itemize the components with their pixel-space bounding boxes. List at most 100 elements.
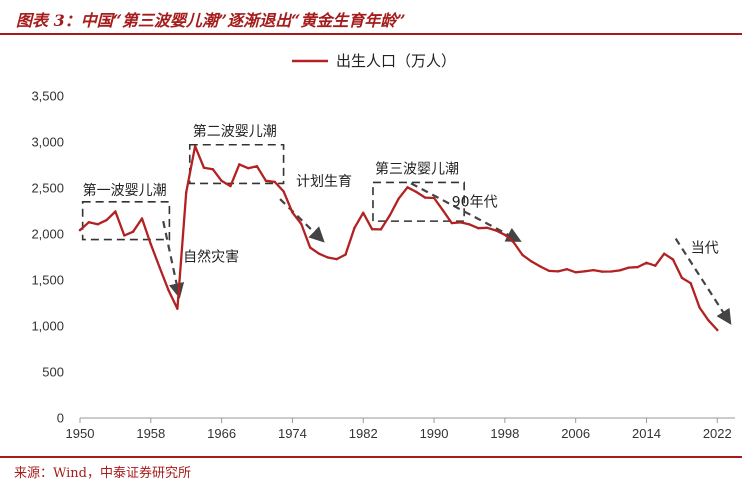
data-point <box>388 214 391 217</box>
data-point <box>149 243 153 246</box>
data-point <box>326 256 330 259</box>
data-point <box>539 265 542 268</box>
data-point <box>353 226 356 230</box>
data-point <box>627 266 630 269</box>
data-point <box>716 328 719 332</box>
data-point <box>547 269 551 273</box>
data-point <box>176 307 179 310</box>
data-point <box>158 266 161 269</box>
annotation-box <box>81 201 171 241</box>
x-tick-label: 2014 <box>632 426 661 441</box>
x-tick-label: 1974 <box>278 426 307 441</box>
x-tick-label: 1958 <box>136 426 165 441</box>
data-point <box>583 270 586 273</box>
figure-title: 图表 3：中国“第三波婴儿潮”逐渐退出“黄金生育年龄” <box>16 11 406 30</box>
data-point <box>96 223 99 226</box>
x-tick-label: 2006 <box>561 426 590 441</box>
data-point <box>698 306 701 309</box>
data-point <box>662 252 666 255</box>
data-point <box>379 228 383 231</box>
data-point <box>450 221 453 225</box>
y-tick-label: 1,000 <box>31 319 64 334</box>
y-tick-label: 2,500 <box>31 181 64 196</box>
y-tick-label: 2,000 <box>31 227 64 242</box>
data-point <box>512 241 515 244</box>
data-point <box>105 218 108 222</box>
data-point <box>370 228 374 231</box>
data-point <box>255 165 259 168</box>
data-point <box>609 270 613 273</box>
data-point <box>468 223 471 226</box>
x-tick-label: 1998 <box>490 426 519 441</box>
data-point <box>317 252 321 255</box>
data-point <box>202 166 206 169</box>
figure-source: 来源：Wind，中泰证券研究所 <box>14 466 191 481</box>
data-point <box>556 270 560 273</box>
annotation-arrow <box>410 182 522 242</box>
data-point <box>530 260 533 263</box>
data-point <box>344 253 347 256</box>
x-tick-label: 1966 <box>207 426 236 441</box>
annotation-box <box>188 143 285 185</box>
birth-population-chart: 0 500 1,000 1,500 2,000 2,500 3,000 3,500 1950 19… <box>31 52 735 441</box>
data-point <box>574 271 577 274</box>
data-point <box>78 228 82 232</box>
data-point <box>123 234 126 237</box>
header-rule <box>0 33 742 35</box>
data-point <box>592 268 595 272</box>
annotation-label: 90年代 <box>452 194 498 210</box>
data-point <box>494 229 498 232</box>
data-point <box>707 319 710 322</box>
data-point <box>485 226 489 230</box>
data-point <box>689 282 692 285</box>
annotation-boxes <box>81 143 465 241</box>
figure-header: 图表 3：中国“第三波婴儿潮”逐渐退出“黄金生育年龄” <box>0 0 742 34</box>
data-point <box>601 270 604 273</box>
data-point <box>335 257 338 261</box>
data-point <box>193 145 197 148</box>
data-point <box>220 179 223 183</box>
data-point <box>415 190 418 194</box>
y-tick-label: 0 <box>57 411 64 426</box>
data-point <box>114 210 117 213</box>
data-point <box>308 246 312 249</box>
annotation-label: 第一波婴儿潮 <box>83 182 167 199</box>
data-point <box>636 265 639 269</box>
data-point <box>273 180 276 184</box>
data-point <box>362 211 365 215</box>
data-point <box>87 221 91 224</box>
data-point <box>264 179 268 183</box>
annotation-label: 当代 <box>691 240 719 256</box>
footer-rule <box>0 456 742 458</box>
annotation-arrows <box>162 182 732 325</box>
annotation-label: 第二波婴儿潮 <box>193 123 277 140</box>
y-tick-label: 500 <box>42 365 64 380</box>
data-point <box>654 264 657 267</box>
series-lines <box>78 145 719 332</box>
axes: 0 500 1,000 1,500 2,000 2,500 3,000 3,500 1950 19… <box>31 89 735 441</box>
legend-label: 出生人口（万人） <box>336 52 456 70</box>
data-point <box>671 258 675 261</box>
data-point <box>140 217 144 220</box>
data-point <box>229 184 232 188</box>
data-point <box>397 197 400 200</box>
annotation-label: 第三波婴儿潮 <box>375 160 459 177</box>
x-tick-label: 1990 <box>420 426 449 441</box>
data-point <box>131 230 135 233</box>
data-point <box>565 268 569 271</box>
data-point <box>477 227 480 230</box>
y-tick-label: 1,500 <box>31 273 64 288</box>
data-point <box>238 163 241 166</box>
data-point <box>211 168 214 171</box>
legend: 出生人口（万人） <box>292 52 456 70</box>
x-tick-label: 1982 <box>349 426 378 441</box>
annotation-label: 计划生育 <box>296 174 352 190</box>
data-point <box>645 261 648 264</box>
data-point <box>432 196 436 200</box>
data-point <box>282 190 285 193</box>
y-tick-label: 3,000 <box>31 135 64 150</box>
data-point <box>618 269 622 272</box>
data-point <box>167 289 170 292</box>
annotation-arrow <box>674 238 732 325</box>
